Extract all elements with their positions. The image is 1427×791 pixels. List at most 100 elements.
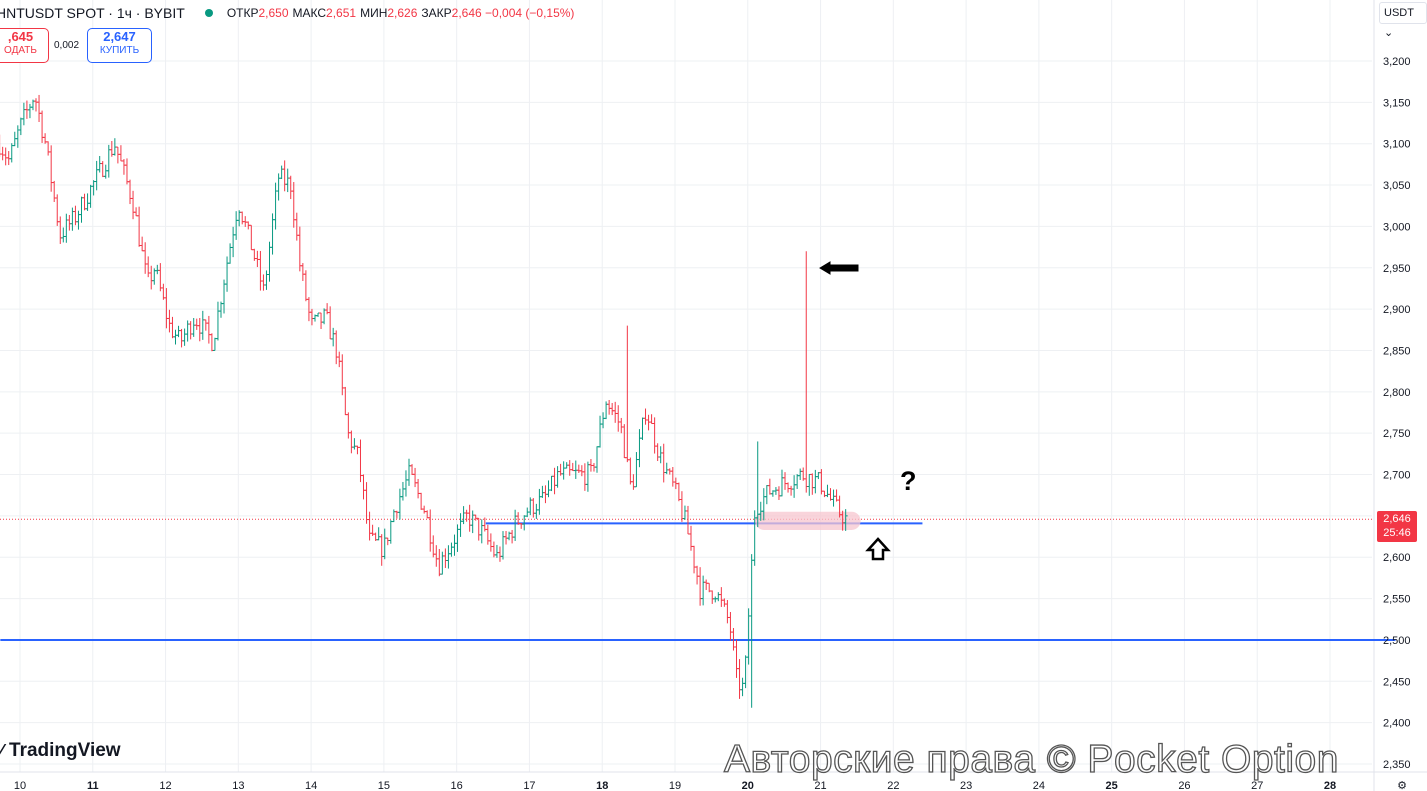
- ohlc-bar: [155, 264, 160, 275]
- sell-button[interactable]: ,645 ОДАТЬ: [0, 28, 49, 63]
- ohlc-bar: [149, 265, 154, 290]
- ohlc-bar: [118, 145, 123, 162]
- ohlc-bar: [52, 180, 57, 203]
- ohlc-bar: [173, 329, 178, 345]
- ohlc-bar: [40, 110, 45, 143]
- currency-dropdown[interactable]: USDT ⌄: [1379, 2, 1427, 39]
- ohlc-bar: [61, 227, 66, 243]
- price-axis[interactable]: 3,200 3,150 3,100 3,050 3,000 2,950 2,900 2,850…: [1383, 56, 1411, 771]
- ohlc-bar: [455, 524, 460, 552]
- ohlc-bar: [843, 509, 848, 531]
- ohlc-bar: [822, 490, 827, 498]
- up-arrow-icon: [865, 537, 891, 561]
- ohlc-bar: [319, 312, 324, 330]
- ohlc-bar: [813, 469, 818, 494]
- ohlc-bar: [279, 165, 284, 180]
- ohlc-bar: [131, 190, 136, 220]
- ohlc-bar: [376, 527, 381, 541]
- ohlc-bar: [725, 600, 730, 624]
- ohlc-bar: [698, 567, 703, 606]
- ohlc-bar: [479, 519, 484, 544]
- ohlc-bar: [573, 460, 578, 479]
- ohlc-bar: [215, 301, 220, 341]
- ohlc-bar: [549, 475, 554, 492]
- ohlc-bar: [676, 482, 681, 502]
- y-tick-label: 3,150: [1383, 97, 1411, 109]
- ohlc-bar: [128, 179, 133, 205]
- chart-header: HNTUSDT SPOT · 1ч · BYBIT ОТКР 2,650 МАК…: [0, 3, 578, 23]
- last-price-value: 2,646: [1383, 513, 1411, 525]
- y-tick-label: 2,350: [1383, 759, 1411, 771]
- ohlc-bar: [297, 226, 302, 272]
- ohlc-bar: [443, 548, 448, 568]
- ohlc-bar: [276, 173, 281, 201]
- ohlc-bar: [146, 256, 151, 278]
- buy-button[interactable]: 2,647 КУПИТЬ: [87, 28, 152, 63]
- ohlc-bar: [167, 309, 172, 333]
- ohlc-bar: [18, 117, 23, 136]
- tradingview-logo[interactable]: ⁄ TradingView: [0, 740, 121, 762]
- ohlc-bar: [567, 460, 572, 476]
- ohlc-bar: [379, 534, 384, 566]
- ohlc-bar: [73, 205, 78, 226]
- ohlc-bar: [67, 214, 72, 231]
- ohlc-bar: [206, 315, 211, 344]
- ohlc-bars: [0, 94, 848, 708]
- ohlc-bar: [3, 147, 8, 166]
- y-tick-label: 3,100: [1383, 139, 1411, 151]
- ohlc-bar: [685, 505, 690, 535]
- ohlc-bar: [243, 216, 248, 227]
- ohlc-bar: [55, 194, 60, 226]
- ohlc-bar: [716, 592, 721, 602]
- ohlc-bar: [637, 429, 642, 468]
- ohlc-bar: [622, 424, 627, 459]
- ohlc-bar: [361, 474, 366, 500]
- ohlc-bar: [828, 488, 833, 501]
- ohlc-bar: [410, 464, 415, 475]
- ohlc-bar: [534, 503, 539, 519]
- ohlc-bar: [27, 103, 32, 119]
- ohlc-bar: [385, 537, 390, 546]
- ohlc-bar: [652, 417, 657, 454]
- buy-price: 2,647: [103, 29, 136, 44]
- ohlc-bar: [124, 158, 129, 185]
- y-tick-label: 2,550: [1383, 594, 1411, 606]
- ohlc-bar: [570, 462, 575, 472]
- y-tick-label: 2,600: [1383, 552, 1411, 564]
- sell-price: ,645: [7, 29, 34, 44]
- ohlc-bar: [328, 306, 333, 340]
- ohlc-bar: [340, 354, 345, 396]
- time-axis[interactable]: 10 11 12 13 14 15 16 17 18 19 20 21 22 23 24 25 26 27 28 ⚙: [14, 780, 1407, 791]
- ohlc-bar: [231, 226, 236, 258]
- ohlc-bar: [346, 412, 351, 439]
- ohlc-bar: [425, 510, 430, 519]
- y-tick-label: 2,400: [1383, 718, 1411, 730]
- close-value: 2,646 −0,004 (−0,15%): [451, 6, 575, 20]
- ohlc-bar: [234, 211, 239, 240]
- ohlc-bar: [704, 579, 709, 590]
- ohlc-bar: [728, 612, 733, 641]
- x-tick-label: 27: [1251, 780, 1263, 791]
- ohlc-bar: [661, 443, 666, 483]
- ohlc-bar: [291, 182, 296, 228]
- ohlc-bar: [225, 256, 230, 292]
- symbol-title[interactable]: HNTUSDT SPOT · 1ч · BYBIT: [0, 5, 185, 21]
- ohlc-bar: [397, 488, 402, 520]
- ohlc-bar: [470, 510, 475, 534]
- ohlc-bar: [619, 417, 624, 434]
- ohlc-bar: [222, 279, 227, 314]
- ohlc-bar: [228, 243, 233, 264]
- support-highlight: [755, 511, 861, 530]
- ohlc-bar: [143, 242, 148, 274]
- open-label: ОТКР: [226, 6, 259, 20]
- ohlc-bar: [786, 482, 791, 493]
- ohlc-bar: [258, 250, 263, 291]
- ohlc-bar: [658, 446, 663, 464]
- ohlc-bar: [485, 524, 490, 545]
- ohlc-bar: [555, 466, 560, 488]
- left-arrow-icon: [819, 261, 859, 275]
- ohlc-bar: [767, 478, 772, 495]
- ohlc-bar: [303, 270, 308, 302]
